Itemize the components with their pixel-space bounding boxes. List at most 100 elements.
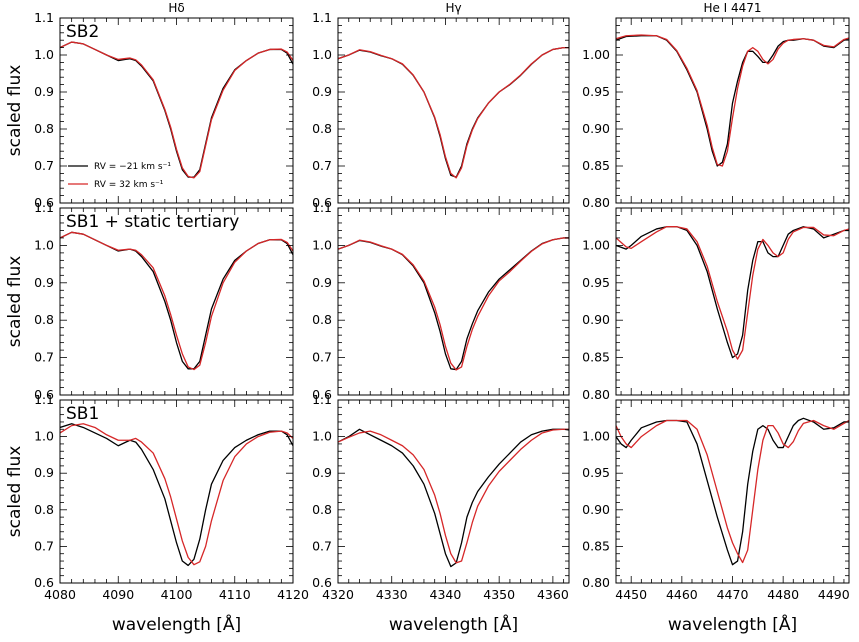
series-line-r0-c0-red (60, 41, 293, 179)
panel-label-2: SB1 (66, 404, 99, 424)
y-axis-label-1: scaled flux (5, 256, 25, 348)
y-tick-label: 0.7 (312, 538, 332, 553)
series-line-r1-c0-black (60, 231, 293, 370)
y-tick-label: 0.9 (34, 84, 54, 99)
y-tick-label: 0.8 (312, 312, 332, 327)
y-tick-label: 1.1 (312, 10, 332, 25)
series-line-r1-c1-black (338, 237, 569, 371)
panel-r1-c1: 0.6 0.7 0.8 0.9 1.0 1.1 (312, 200, 570, 402)
series-line-r1-c1-red (338, 237, 569, 371)
y-tick-label: 1.0 (312, 47, 332, 62)
y-tick-label: 0.6 (312, 575, 332, 590)
series-line-r2-c1-red (338, 428, 569, 564)
panel-r0-c0: 0.6 0.7 0.8 0.9 1.0 1.1 SB2 (34, 10, 294, 210)
y-tick-label: 1.1 (312, 200, 332, 215)
series-line-r2-c2-red (616, 419, 849, 564)
y-tick-label: 0.80 (582, 195, 610, 210)
y-tick-label: 0.9 (312, 275, 332, 290)
y-tick-label: 1.1 (34, 10, 54, 25)
legend-entry-0: RV = −21 km s⁻¹ (94, 162, 171, 172)
y-tick-label: 0.95 (582, 275, 610, 290)
column-title-2: He I 4471 (703, 1, 761, 15)
y-tick-label: 0.6 (312, 387, 332, 402)
panel-label-0: SB2 (66, 22, 99, 42)
y-tick-label: 1.0 (312, 429, 332, 444)
panel-frame (337, 207, 570, 396)
panel-frame (59, 17, 294, 204)
x-tick-label: 4360 (537, 587, 569, 602)
panel-frame (59, 207, 294, 396)
y-tick-label: 1.0 (34, 237, 54, 252)
y-tick-label: 0.85 (582, 350, 610, 365)
y-tick-label: 0.9 (34, 275, 54, 290)
y-tick-label: 0.95 (582, 84, 610, 99)
series-line-r0-c2-black (616, 35, 849, 167)
y-tick-label: 0.8 (34, 121, 54, 136)
y-tick-label: 0.90 (582, 121, 610, 136)
x-tick-label: 4110 (219, 587, 251, 602)
y-tick-label: 0.80 (582, 387, 610, 402)
y-tick-label: 0.7 (312, 350, 332, 365)
y-tick-label: 0.7 (34, 350, 54, 365)
panel-frame (337, 17, 570, 204)
series-line-r2-c0-black (60, 423, 293, 567)
x-tick-label: 4090 (102, 587, 134, 602)
y-tick-label: 0.7 (34, 158, 54, 173)
y-tick-label: 0.7 (34, 538, 54, 553)
series-line-r2-c0-red (60, 423, 293, 566)
y-tick-label: 0.90 (582, 502, 610, 517)
y-tick-label: 0.85 (582, 538, 610, 553)
x-tick-label: 4350 (483, 587, 515, 602)
x-tick-label: 4460 (666, 587, 698, 602)
panel-r0-c2: 0.80 0.85 0.90 0.95 1.00 (582, 17, 850, 210)
y-tick-label: 1.1 (312, 392, 332, 407)
x-tick-label: 4340 (430, 587, 462, 602)
x-tick-label: 4320 (322, 587, 354, 602)
y-tick-label: 0.8 (34, 312, 54, 327)
series-line-r0-c0-black (60, 41, 293, 178)
y-tick-label: 0.6 (34, 575, 54, 590)
panel-r2-c1: 4320 4330 4340 4350 4360 0.6 0.7 0.8 0.9 1.0 1.1 (312, 392, 570, 602)
y-tick-label: 1.0 (34, 47, 54, 62)
column-title-1: Hγ (445, 1, 461, 15)
y-tick-label: 0.6 (34, 195, 54, 210)
y-tick-label: 0.9 (312, 84, 332, 99)
x-tick-label: 4100 (161, 587, 193, 602)
y-tick-label: 1.00 (582, 429, 610, 444)
series-line-r0-c2-red (616, 34, 849, 167)
y-tick-label: 0.6 (312, 195, 332, 210)
panel-frame (337, 399, 570, 584)
x-tick-label: 4450 (615, 587, 647, 602)
panel-r2-c0: 4080 4090 4100 4110 4120 0.6 0.7 0.8 0.9 1.0 1.1 SB… (34, 392, 309, 602)
x-tick-label: 4490 (818, 587, 850, 602)
column-title-0: Hδ (168, 1, 184, 15)
y-tick-label: 0.9 (34, 465, 54, 480)
y-tick-label: 1.1 (34, 392, 54, 407)
y-tick-label: 0.90 (582, 312, 610, 327)
y-tick-label: 0.8 (312, 502, 332, 517)
legend-entry-1: RV = 32 km s⁻¹ (94, 180, 164, 190)
x-tick-label: 4480 (767, 587, 799, 602)
y-tick-label: 1.0 (34, 429, 54, 444)
x-axis-label-1: wavelength [Å] (389, 613, 518, 635)
y-tick-label: 0.80 (582, 575, 610, 590)
y-tick-label: 0.8 (312, 121, 332, 136)
y-tick-label: 1.0 (312, 237, 332, 252)
panel-frame (615, 399, 850, 584)
y-tick-label: 1.1 (34, 200, 54, 215)
series-line-r0-c1-black (338, 46, 569, 178)
x-tick-label: 4330 (376, 587, 408, 602)
panel-label-1: SB1 + static tertiary (66, 212, 239, 232)
series-line-r2-c1-black (338, 428, 569, 568)
y-tick-label: 0.6 (34, 387, 54, 402)
series-line-r2-c2-black (616, 417, 849, 566)
series-line-r1-c2-black (616, 226, 849, 359)
y-axis-label-0: scaled flux (5, 65, 25, 157)
y-tick-label: 0.95 (582, 465, 610, 480)
x-tick-label: 4470 (717, 587, 749, 602)
y-axis-label-2: scaled flux (5, 446, 25, 538)
panel-r2-c2: 4450 4460 4470 4480 4490 0.80 0.85 0.90 0.95 1.00 (582, 399, 850, 602)
series-line-r1-c2-red (616, 226, 849, 360)
y-tick-label: 1.00 (582, 47, 610, 62)
